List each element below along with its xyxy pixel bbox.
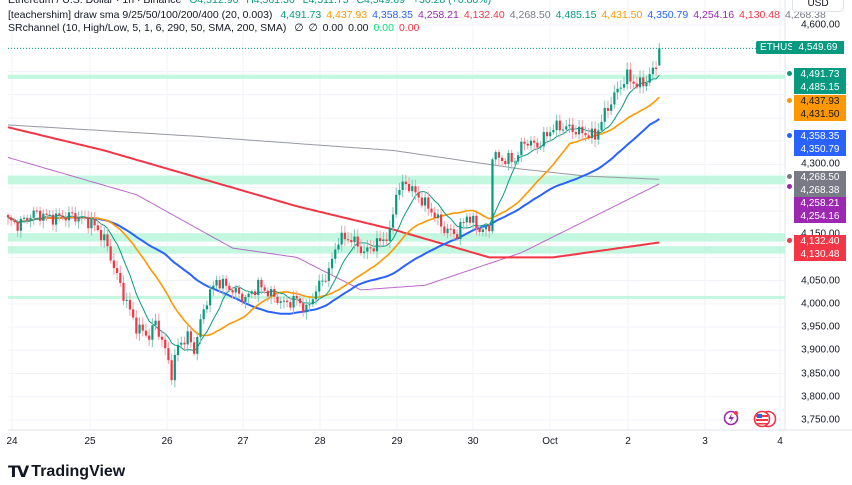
tv-logo-icon: 𝗧𝗩	[8, 464, 29, 481]
series-dot	[787, 71, 792, 76]
sma-indicator-label: [teachershim] draw sma 9/25/50/100/200/4…	[8, 9, 273, 21]
legend-value: 0.00	[322, 22, 344, 34]
lightning-event-icon[interactable]	[723, 410, 739, 426]
time-axis-label: 4	[777, 436, 783, 447]
time-axis-label: 24	[6, 436, 18, 447]
price-tag: 4,431.50	[794, 108, 846, 121]
brand-name: TradingView	[31, 463, 126, 480]
price-axis-label: 3,950.00	[801, 321, 840, 333]
price-axis-label: 4,000.00	[801, 298, 840, 310]
price-axis-label: 3,850.00	[801, 368, 840, 380]
sma-legend[interactable]: [teachershim] draw sma 9/25/50/100/200/4…	[8, 9, 836, 22]
legend-value: 4,358.35	[372, 9, 413, 21]
legend-value: 4,485.15	[555, 9, 597, 21]
time-axis-label: 25	[84, 436, 96, 447]
legend-value: 0.00	[373, 22, 394, 34]
price-tag: 4,254.16	[794, 210, 846, 223]
ohlc-low: L4,511.75	[302, 0, 349, 6]
legend-value: 0.00	[398, 22, 420, 34]
time-axis-label: 29	[391, 436, 403, 447]
legend-value: 4,431.50	[601, 9, 643, 21]
price-axis-label: 4,600.00	[801, 19, 840, 31]
srchannel-values: ∅ ∅ 0.00 0.00 0.00 0.00	[294, 22, 424, 34]
price-tag: 4,485.15	[794, 81, 846, 94]
legend-value: 4,132.40	[463, 9, 505, 21]
ohlc-close: C4,549.69	[356, 0, 405, 6]
price-tag: 4,132.40	[794, 235, 846, 248]
legend-value: 4,258.21	[417, 9, 459, 21]
price-axis-label: 3,800.00	[801, 391, 840, 403]
legend-value: ∅	[308, 22, 318, 34]
price-tag: 4,130.48	[794, 248, 846, 261]
legend-value: 4,254.16	[693, 9, 735, 21]
price-axis-label: 3,900.00	[801, 344, 840, 356]
srchannel-legend[interactable]: SRchannel (10, High/Low, 5, 1, 6, 290, 5…	[8, 22, 429, 35]
legend-value: 4,437.93	[326, 9, 368, 21]
legend-value: 0.00	[348, 22, 369, 34]
legend-value: ∅	[294, 22, 304, 34]
price-tag: 4,437.93	[794, 95, 846, 108]
time-axis-label: 3	[702, 436, 708, 447]
time-axis-label: Oct	[542, 436, 558, 447]
time-axis-label: 26	[161, 436, 173, 447]
ohlc-open: O4,512.96	[189, 0, 239, 6]
ohlc-change: +36.28 (+0.80%)	[412, 0, 492, 6]
series-dot	[787, 98, 792, 103]
legend-value: 4,491.73	[280, 9, 322, 21]
time-axis-label: 28	[314, 436, 326, 447]
legend-value: 4,130.48	[739, 9, 780, 21]
time-axis-label: 27	[237, 436, 249, 447]
us-flag-event-icon[interactable]	[753, 410, 777, 428]
symbol-legend: Ethereum / U.S. Dollar · 1h · Binance O4…	[8, 0, 496, 7]
ohlc-high: H4,561.36	[246, 0, 295, 6]
legend-value: 4,268.38	[784, 9, 826, 21]
series-dot	[787, 133, 792, 138]
series-dot	[787, 184, 792, 189]
symbol-title: Ethereum / U.S. Dollar · 1h · Binance	[8, 0, 182, 6]
series-dot	[787, 174, 792, 179]
time-axis-label: 2	[625, 436, 631, 447]
price-tag: 4,491.73	[794, 68, 846, 81]
sma-values: 4,491.73 4,437.93 4,358.35 4,258.21 4,132.40…	[280, 9, 831, 21]
series-dot	[787, 238, 792, 243]
tradingview-logo[interactable]: 𝗧𝗩 TradingView	[8, 462, 125, 482]
price-axis-label: 4,050.00	[801, 275, 840, 287]
price-tag: 4,268.50	[794, 171, 846, 184]
time-axis-label: 30	[467, 436, 479, 447]
price-axis-label: 4,150.00	[801, 229, 840, 240]
price-tag: 4,268.38	[794, 184, 846, 197]
legend-value: 4,350.79	[647, 9, 689, 21]
srchannel-indicator-label: SRchannel (10, High/Low, 5, 1, 6, 290, 5…	[8, 22, 287, 34]
price-tag: 4,358.35	[794, 130, 846, 143]
price-axis-label: 3,750.00	[801, 414, 840, 426]
price-axis-label: 4,300.00	[801, 158, 840, 170]
price-tag: 4,350.79	[794, 143, 846, 156]
legend-value: 4,268.50	[509, 9, 551, 21]
price-tag: 4,258.21	[794, 197, 846, 210]
currency-button[interactable]: USD	[792, 0, 844, 12]
last-price-tag: 4,549.69	[792, 41, 844, 54]
